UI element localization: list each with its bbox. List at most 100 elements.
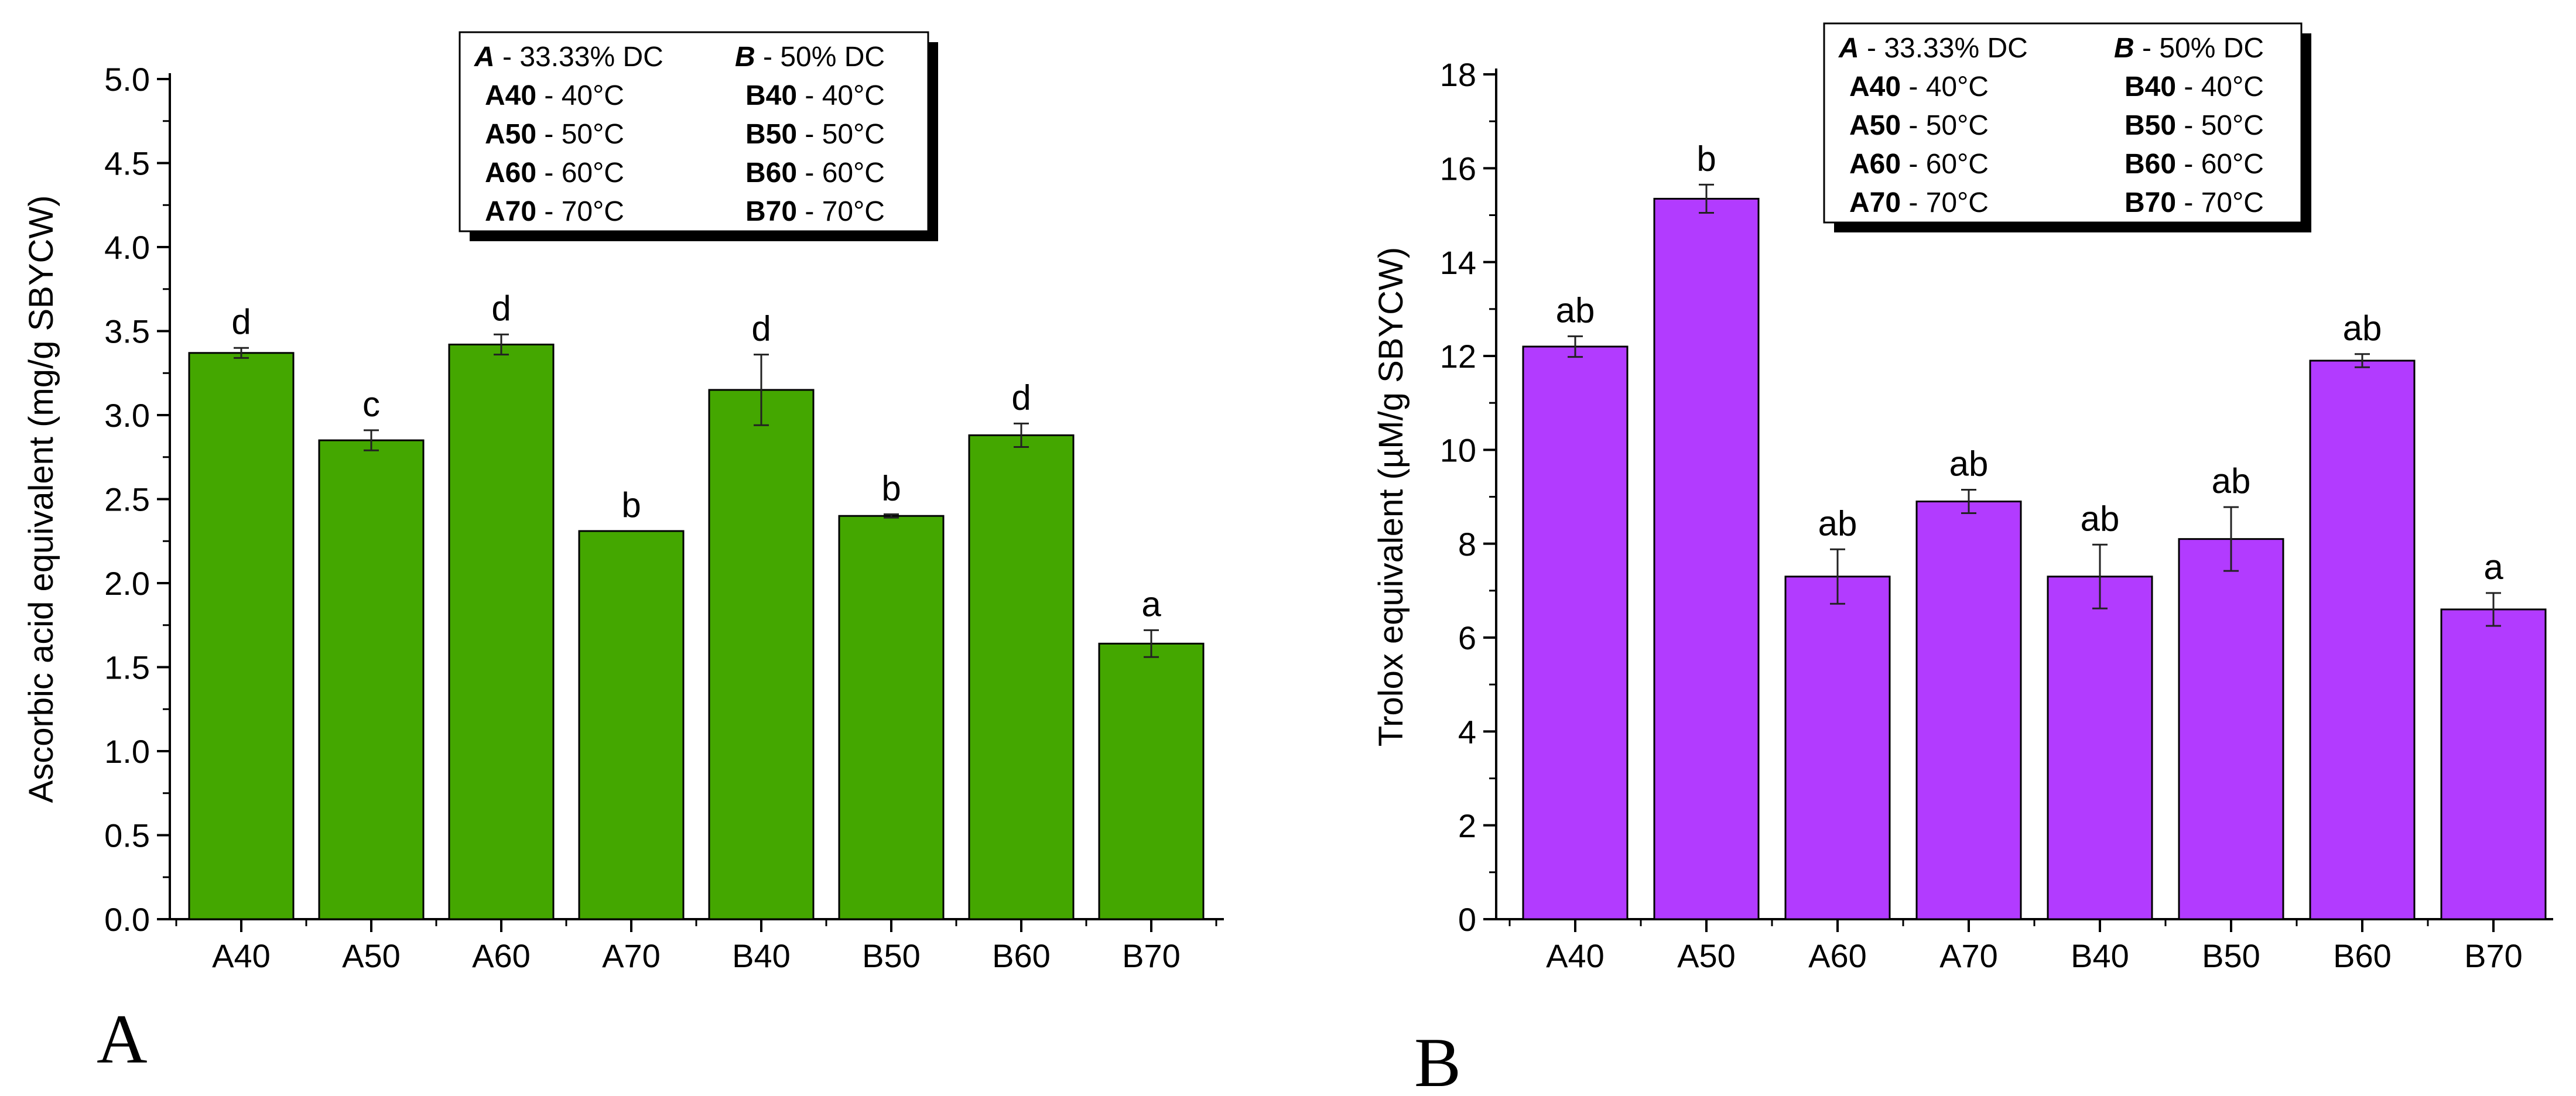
y-tick-label: 0.0 (104, 901, 150, 938)
legend-entry: A70 - 70°C (1849, 187, 1989, 218)
y-tick-label: 1.5 (104, 649, 150, 686)
error-bar (754, 354, 769, 426)
error-bar (884, 513, 899, 519)
legend-entry-text: - 70°C (2176, 187, 2264, 218)
legend-entry-code: A60 (485, 157, 536, 189)
legend-group-a: A - 33.33% DC (1838, 33, 2028, 64)
legend-entry-code: B70 (745, 196, 797, 227)
significance-label: ab (2212, 461, 2251, 501)
significance-label: d (231, 302, 251, 341)
error-bar (1144, 629, 1159, 658)
significance-label: c (362, 385, 380, 424)
legend-entry-text: - 40°C (536, 80, 624, 111)
y-tick-label: 1.0 (104, 733, 150, 770)
y-tick-label: 4.5 (104, 145, 150, 182)
error-bar (364, 429, 379, 451)
legend-entry-text: - 50°C (797, 119, 885, 150)
y-tick-label: 3.5 (104, 313, 150, 350)
panel-letter: A (97, 1000, 148, 1078)
legend-entry: A70 - 70°C (485, 196, 624, 227)
legend-entry-text: - 60°C (536, 157, 624, 189)
significance-label: d (1011, 378, 1031, 417)
y-tick-label: 6 (1458, 619, 1476, 656)
chart-panel-b: 0 2 4 6 8 10 12 14 16 18 Trolox equivalent (µM/g S… (1372, 22, 2553, 1096)
significance-label: ab (2081, 499, 2120, 538)
x-tick-label: B70 (2464, 937, 2523, 974)
significance-label: b (621, 485, 641, 525)
x-tick-label: A40 (212, 937, 271, 974)
legend-entry: B40 - 40°C (2125, 71, 2264, 102)
x-tick-label: B70 (1122, 937, 1181, 974)
y-tick-label: 4.0 (104, 229, 150, 266)
legend-group-a-letter: A (474, 42, 495, 73)
y-tick-label: 2.5 (104, 481, 150, 518)
legend-entry-text: - 50°C (2176, 110, 2264, 141)
legend-group-b-text: - 50% DC (755, 42, 885, 73)
x-tick-label: B60 (2333, 937, 2392, 974)
legend-entry: B70 - 70°C (745, 196, 885, 227)
legend-entry-code: B60 (2125, 149, 2176, 180)
legend-group-b-letter: B (2114, 33, 2134, 64)
error-bar (1961, 488, 1976, 515)
legend-entry: B50 - 50°C (745, 119, 885, 150)
legend-entry-code: B50 (745, 119, 797, 150)
legend-group-a-text: - 33.33% DC (1859, 33, 2028, 64)
bar (2047, 576, 2153, 920)
significance-label: ab (1556, 290, 1595, 330)
legend-group-b: B - 50% DC (2114, 33, 2264, 64)
significance-label: ab (2343, 309, 2382, 348)
error-bar (1014, 422, 1029, 448)
legend-entry-code: A70 (1849, 187, 1901, 218)
error-bar (2092, 543, 2108, 609)
legend-entry-text: - 70°C (797, 196, 885, 227)
x-tick-label: B50 (862, 937, 921, 974)
bar (2178, 538, 2284, 920)
legend-entry-code: B40 (2125, 71, 2176, 102)
error-bar (494, 333, 509, 356)
y-tick-label: 12 (1440, 338, 1476, 375)
legend-entry: A50 - 50°C (1849, 110, 1989, 141)
x-tick-label: A50 (342, 937, 401, 974)
error-bar (2355, 353, 2370, 368)
legend-entry-code: B50 (2125, 110, 2176, 141)
significance-label: a (2483, 547, 2503, 587)
legend-entry: A60 - 60°C (485, 157, 624, 189)
legend-entry: B40 - 40°C (745, 80, 885, 111)
y-axis-title: Trolox equivalent (µM/g SBYCW) (1372, 247, 1410, 746)
chart-panel-a: 0.0 0.5 1.0 1.5 2.0 2.5 3.0 3.5 4.0 4.5 5.0 Ascorbi… (22, 31, 1224, 1078)
bar (1784, 576, 1891, 920)
legend-group-b-text: - 50% DC (2134, 33, 2264, 64)
legend-entry-text: - 40°C (1901, 71, 1989, 102)
legend-entry-code: A60 (1849, 149, 1901, 180)
legend-entry-code: A50 (485, 119, 536, 150)
y-tick-label: 18 (1440, 56, 1476, 93)
y-tick-label: 0 (1458, 901, 1476, 938)
legend-entry-text: - 70°C (536, 196, 624, 227)
legend-entry-code: A50 (1849, 110, 1901, 141)
significance-label: b (1696, 139, 1716, 178)
x-tick-label: B40 (2071, 937, 2129, 974)
y-tick-label: 0.5 (104, 817, 150, 854)
legend-entry: B70 - 70°C (2125, 187, 2264, 218)
panel-letter: B (1414, 1023, 1461, 1096)
bar (1098, 642, 1205, 920)
y-tick-label: 4 (1458, 713, 1476, 750)
bar (318, 439, 425, 920)
legend-entry: B60 - 60°C (2125, 149, 2264, 180)
bar (578, 530, 685, 920)
y-tick-label: 2 (1458, 807, 1476, 844)
x-tick-label: A60 (472, 937, 531, 974)
legend-group-b-letter: B (735, 42, 755, 73)
y-tick-label: 8 (1458, 526, 1476, 563)
legend-entry-text: - 60°C (2176, 149, 2264, 180)
legend-group-a-letter: A (1838, 33, 1859, 64)
legend-entry-text: - 50°C (536, 119, 624, 150)
significance-label: d (751, 309, 771, 348)
error-bar (1568, 335, 1583, 358)
legend-entry: B50 - 50°C (2125, 110, 2264, 141)
y-tick-label: 16 (1440, 150, 1476, 187)
y-tick-label: 2.0 (104, 565, 150, 602)
bar (2440, 608, 2547, 920)
